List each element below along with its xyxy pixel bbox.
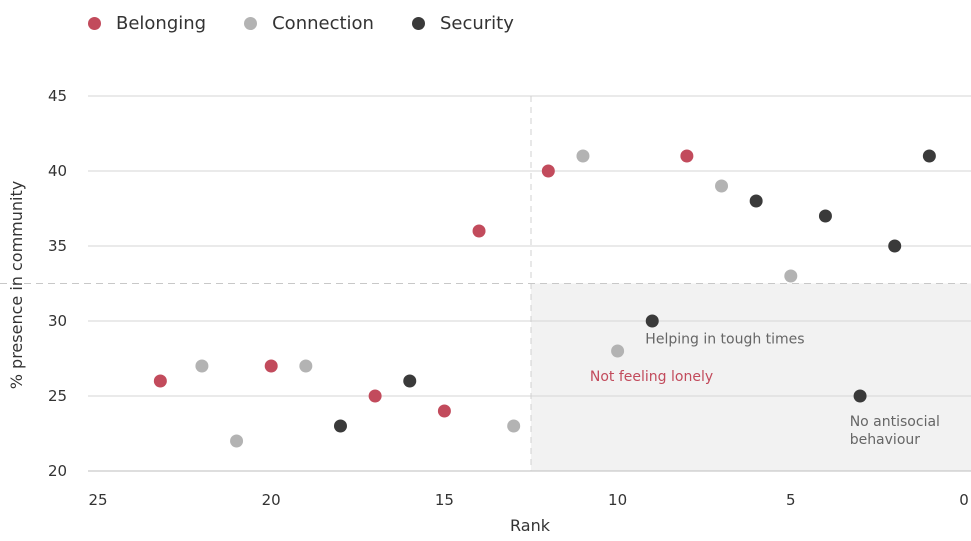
x-axis-title: Rank	[510, 516, 551, 535]
point-connection	[611, 344, 625, 358]
y-tick-label: 35	[48, 237, 67, 255]
point-belonging	[368, 389, 382, 403]
legend-item-belonging: Belonging	[88, 13, 206, 34]
point-connection	[195, 359, 209, 373]
data-points	[153, 149, 936, 448]
y-tick-label: 45	[48, 87, 67, 105]
plot-background	[531, 283, 971, 471]
x-tick-label: 5	[786, 491, 796, 509]
reference-lines	[0, 96, 971, 471]
legend-label-security: Security	[439, 13, 514, 34]
annotation-label: No antisocial behaviour	[850, 414, 940, 448]
point-security	[645, 314, 659, 328]
point-security	[403, 374, 417, 388]
point-belonging	[264, 359, 278, 373]
point-security	[818, 209, 832, 223]
legend-label-connection: Connection	[272, 13, 374, 34]
point-connection	[784, 269, 798, 283]
point-belonging	[153, 374, 167, 388]
point-security	[888, 239, 902, 253]
point-security	[333, 419, 347, 433]
point-belonging	[437, 404, 451, 418]
y-tick-label: 25	[48, 387, 67, 405]
point-belonging	[680, 149, 694, 163]
y-tick-label: 20	[48, 462, 67, 480]
legend-dot-security	[411, 17, 425, 30]
y-tick-label: 30	[48, 312, 67, 330]
point-security	[749, 194, 763, 208]
legend-item-connection: Connection	[244, 13, 374, 34]
x-tick-label: 10	[608, 491, 627, 509]
point-belonging	[472, 224, 486, 238]
legend: Belonging Connection Security	[88, 13, 552, 34]
x-tick-label: 15	[435, 491, 454, 509]
highlight-region	[531, 283, 971, 471]
legend-dot-connection	[244, 17, 258, 30]
annotation-line: behaviour	[850, 432, 921, 448]
point-connection	[507, 419, 521, 433]
x-axis-ticks: 25 20 15 10 5 0	[88, 491, 968, 509]
point-connection	[299, 359, 313, 373]
x-tick-label: 20	[262, 491, 281, 509]
grid-lines	[88, 95, 971, 472]
legend-item-security: Security	[411, 13, 514, 34]
y-axis-title: % presence in community	[7, 181, 26, 389]
legend-dot-belonging	[88, 17, 101, 30]
point-belonging	[541, 164, 555, 178]
legend-label-belonging: Belonging	[116, 13, 207, 34]
point-connection	[230, 434, 244, 448]
annotation-label: Helping in tough times	[645, 332, 804, 348]
annotation-label: Not feeling lonely	[590, 369, 713, 385]
annotation-line: No antisocial	[850, 414, 940, 430]
annotations: Helping in tough times Not feeling lonely…	[590, 332, 940, 449]
point-connection	[576, 149, 590, 163]
point-security	[922, 149, 936, 163]
y-tick-label: 40	[48, 162, 67, 180]
x-tick-label: 0	[959, 491, 969, 509]
y-axis-ticks: 20 25 30 35 40 45	[48, 87, 67, 480]
x-tick-label: 25	[88, 491, 107, 509]
point-security	[853, 389, 867, 403]
point-connection	[715, 179, 729, 193]
